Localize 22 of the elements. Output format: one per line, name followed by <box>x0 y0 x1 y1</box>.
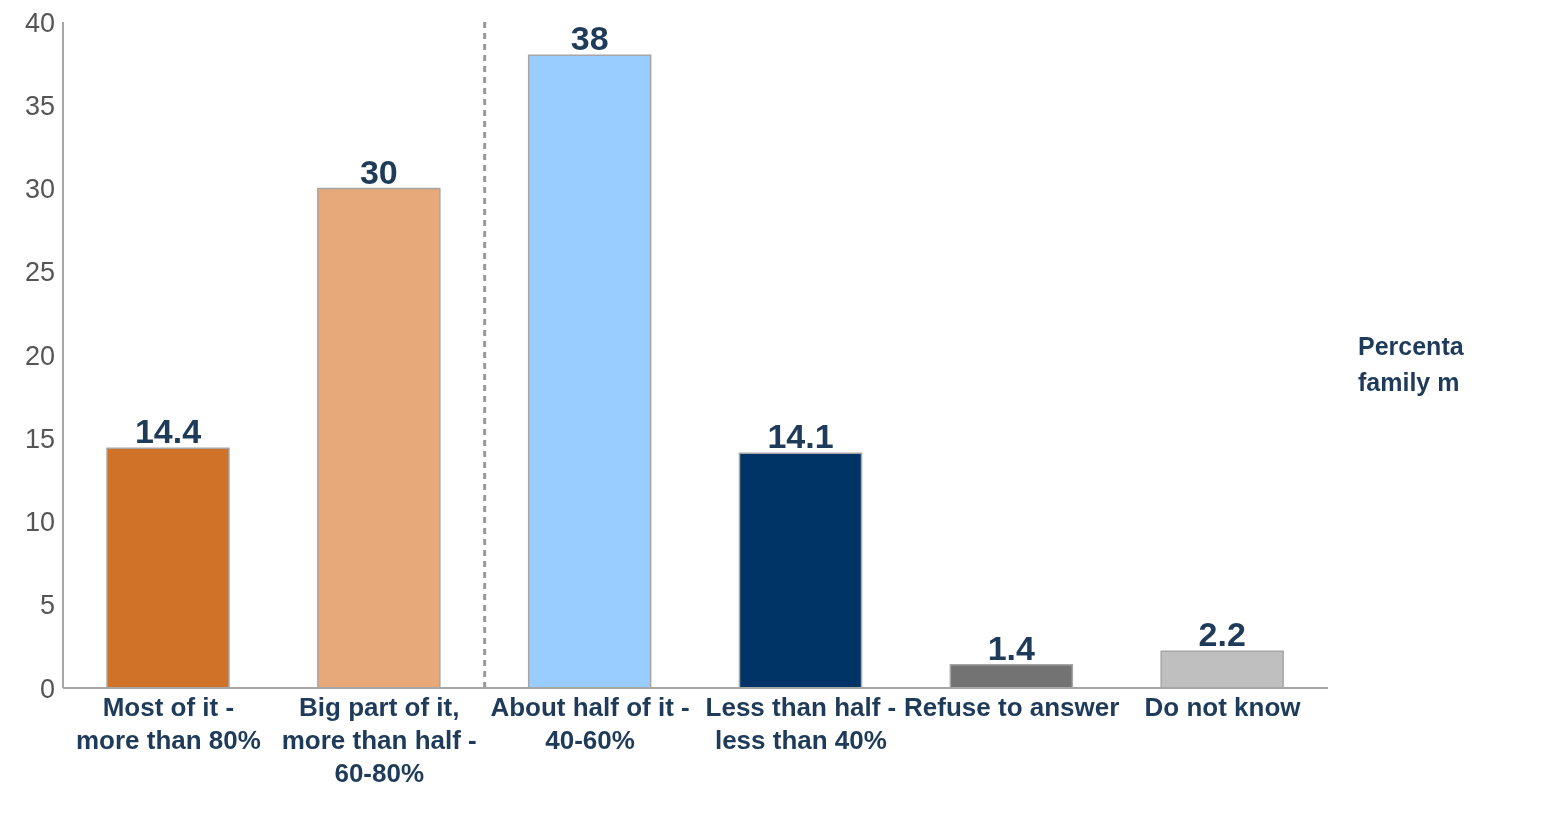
y-tick-label: 25 <box>24 257 55 288</box>
x-tick-label: About half of it - 40-60% <box>490 692 690 755</box>
y-tick-label: 20 <box>24 340 55 371</box>
y-tick-label: 30 <box>24 174 55 205</box>
y-tick-label: 40 <box>24 7 55 38</box>
y-tick-label: 35 <box>24 90 55 121</box>
data-label: 14.1 <box>767 417 834 456</box>
data-label: 30 <box>359 152 398 191</box>
x-tick-label: Less than half - less than 40% <box>705 692 897 755</box>
x-tick-label: Refuse to answer <box>904 692 1120 722</box>
y-tick-label: 0 <box>39 673 55 704</box>
data-label: 14.4 <box>134 412 202 451</box>
text: Percenta family m <box>1358 331 1465 398</box>
y-tick-label: 10 <box>24 507 55 538</box>
data-label: 2.2 <box>1198 615 1246 654</box>
data-label: 38 <box>570 19 609 58</box>
data-label: 1.4 <box>987 628 1036 667</box>
x-tick-label: Big part of it, more than half - 60-80% <box>281 692 477 788</box>
y-tick-label: 5 <box>39 590 55 621</box>
y-tick-label: 15 <box>24 423 55 454</box>
x-tick-label: Most of it - more than 80% <box>75 692 261 755</box>
x-tick-label: Do not know <box>1144 692 1302 722</box>
